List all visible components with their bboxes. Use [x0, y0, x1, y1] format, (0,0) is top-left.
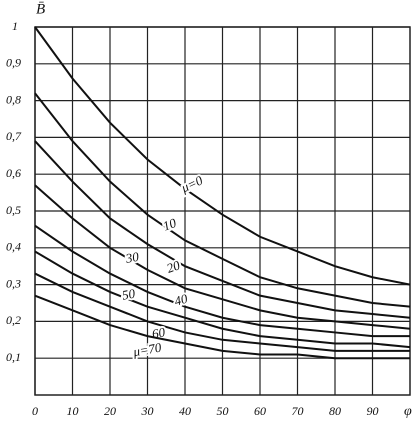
- x-tick-label: 40: [179, 404, 191, 418]
- x-tick-label: 70: [292, 404, 304, 418]
- curve: [34, 272, 410, 352]
- x-tick-label: 50: [217, 404, 229, 418]
- curve-label: 50: [121, 286, 137, 303]
- curve: [34, 250, 411, 349]
- x-tick-label: 10: [67, 404, 79, 418]
- x-axis-label: φ: [404, 404, 412, 419]
- x-tick-label: 30: [141, 404, 154, 418]
- y-tick-label: 0,4: [6, 240, 21, 254]
- y-tick-label: 0,8: [6, 92, 21, 106]
- curve-label: 30: [124, 249, 141, 266]
- curve-label: 40: [173, 291, 190, 309]
- curve-label: μ=70: [131, 339, 163, 359]
- curve-label: 20: [165, 257, 183, 276]
- x-tick-label: 20: [104, 404, 116, 418]
- curve-label: 10: [161, 215, 179, 234]
- y-tick-label: 0,7: [6, 129, 22, 143]
- y-tick-label: 0,5: [6, 203, 21, 217]
- x-tick-label: 90: [367, 404, 379, 418]
- x-tick-label: 0: [32, 404, 38, 418]
- x-tick-label: 60: [254, 404, 266, 418]
- y-tick-label: 0,1: [6, 350, 21, 364]
- curve: [34, 184, 411, 330]
- curve: [34, 294, 410, 360]
- curve-label: μ=0: [178, 172, 205, 195]
- curve: [34, 92, 411, 308]
- curve: [34, 140, 411, 319]
- y-tick-label: 0,3: [6, 276, 21, 290]
- curve: [34, 26, 411, 286]
- y-tick-label: 0,6: [6, 166, 21, 180]
- x-tick-label: 80: [329, 404, 341, 418]
- curve: [34, 224, 410, 338]
- y-tick-label: 0,2: [6, 313, 21, 327]
- y-axis-label: B̄: [36, 1, 45, 17]
- y-tick-label: 1: [12, 19, 18, 33]
- y-tick-label: 0,9: [6, 56, 21, 70]
